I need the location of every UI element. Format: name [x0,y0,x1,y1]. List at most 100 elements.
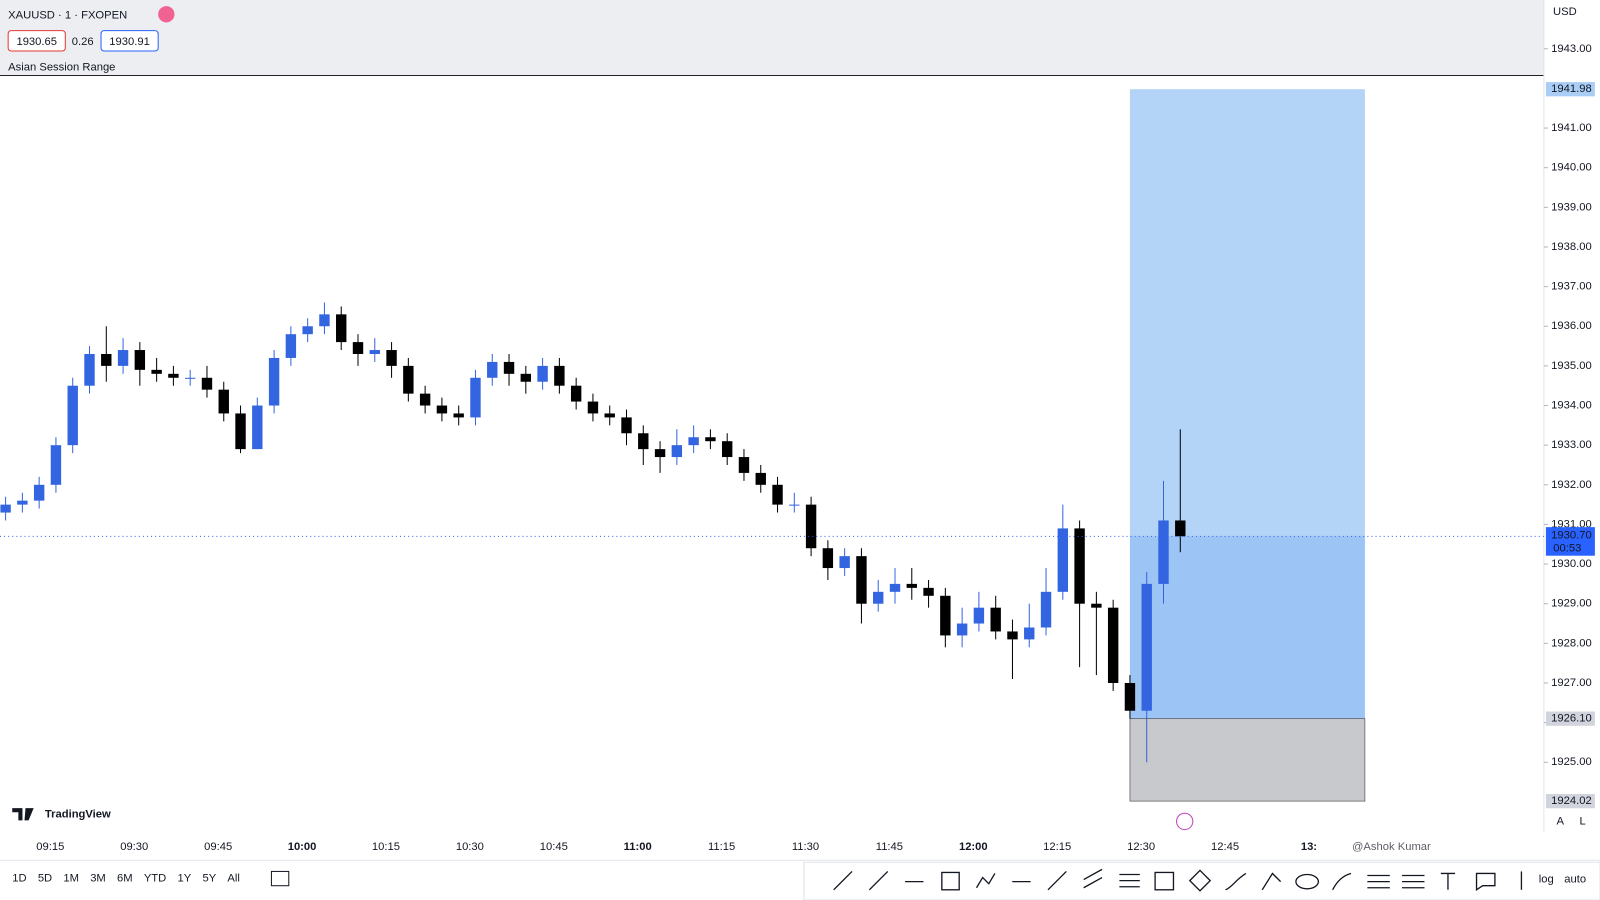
entry-label: 1926.10 [1551,713,1592,725]
candle-body [638,433,649,450]
tool-curve[interactable] [1225,872,1247,891]
candle-body [50,445,62,485]
y-tick-label: 1940.00 [1551,162,1592,174]
x-tick-label: 11:15 [708,841,735,853]
log-option[interactable]: log [1539,874,1554,886]
ask-box[interactable] [100,30,159,52]
candle-body [84,353,95,386]
tool-trendline[interactable] [833,870,853,891]
candle-body [1175,520,1186,537]
candle-body [1107,607,1119,683]
range-button[interactable]: 6M [117,873,133,885]
candle-body [956,623,968,636]
candle-body [168,373,179,378]
auto-option[interactable]: auto [1564,874,1586,886]
candle-body [1040,591,1052,628]
candle-body [554,365,565,386]
tool-grid[interactable] [1154,871,1175,891]
x-tick-label: 10:00 [288,841,317,853]
tool-forecast[interactable] [1367,874,1390,889]
currency[interactable]: USD [1553,6,1577,18]
candle-body [772,484,783,505]
plot [0,89,1544,802]
candle-body [252,405,263,450]
candle-body [436,405,448,414]
y-tick-label: 1937.00 [1551,281,1592,293]
tool-fib[interactable] [1119,873,1140,888]
y-tick-label: 1927.00 [1551,677,1592,689]
tool-note[interactable] [1475,872,1496,892]
scale-auto-button[interactable]: A [1556,815,1564,827]
scale-log-button[interactable]: L [1580,815,1586,827]
logo-icon [12,808,34,821]
stop-zone [1129,718,1366,802]
x-tick-label: 11:30 [792,841,819,853]
x-tick-label: 13: [1301,841,1317,853]
bid-box[interactable] [7,30,66,52]
logo: TradingView [45,808,111,820]
candle-body [1158,520,1169,584]
range-button[interactable]: 1M [63,873,79,885]
candle-body [151,369,162,374]
candle-body [688,437,699,446]
candle-body [453,413,464,418]
tool-arc[interactable] [1332,872,1352,891]
x-tick-label: 09:30 [120,841,148,853]
tool-ellipse[interactable] [1295,873,1320,890]
candle-body [352,342,364,354]
candle-body [621,417,632,434]
candle-body [67,385,78,446]
candle-body [336,314,347,343]
y-tick-label: 1939.00 [1551,201,1592,213]
candle-body [822,548,834,569]
candle-body [940,595,951,636]
symbol: XAUUSD · 1 · FXOPEN [8,9,127,21]
candle-body [33,484,45,501]
range-button[interactable]: 1D [12,873,26,885]
tool-measure[interactable] [1402,874,1425,889]
target-label: 1941.98 [1551,83,1592,95]
candle-body [671,445,683,458]
candle-body [587,401,599,414]
target-label-bg [1545,82,1595,97]
tool-path[interactable] [975,873,996,889]
candle-body [889,583,901,592]
y-tick-label: 1925.00 [1551,756,1592,768]
x-tick-label: 10:30 [456,841,484,853]
candle-body [906,583,917,588]
countdown: 00:53 [1553,543,1581,555]
replay-icon[interactable] [1176,812,1194,831]
y-tick-label: 1928.00 [1551,637,1592,649]
ask: 1930.91 [109,36,150,48]
x-tick-label: 09:45 [204,841,232,853]
tool-rect[interactable] [941,871,960,891]
range-button[interactable]: YTD [144,873,166,885]
candle-body [17,500,28,505]
candle-body [570,385,582,402]
tool-channel[interactable] [1083,868,1103,889]
range-button[interactable]: 3M [90,873,106,885]
tool-ray[interactable] [868,870,889,891]
candle-body [319,314,330,327]
y-tick-label: 1938.00 [1551,241,1592,253]
tool-text[interactable] [1440,872,1456,890]
y-tick-label: 1941.00 [1551,122,1592,134]
range-button[interactable]: 1Y [177,873,191,885]
tool-segment[interactable] [1047,870,1067,891]
range-button[interactable]: 5D [38,873,52,885]
tool-pattern[interactable] [1188,869,1212,892]
y-tick-label: 1943.00 [1551,43,1592,55]
candle-body [1141,583,1152,711]
candle-body [1024,627,1035,640]
range-button[interactable]: 5Y [202,873,216,885]
candle-body [268,357,280,406]
candle-body [235,413,246,450]
calendar-icon[interactable] [270,870,290,887]
open-profit-zone [1129,536,1365,719]
tool-brush[interactable] [1261,872,1282,891]
candle-body [1057,528,1069,592]
candle-body [503,361,515,374]
range-button[interactable]: All [227,873,239,885]
x-tick-label: 09:15 [36,841,64,853]
